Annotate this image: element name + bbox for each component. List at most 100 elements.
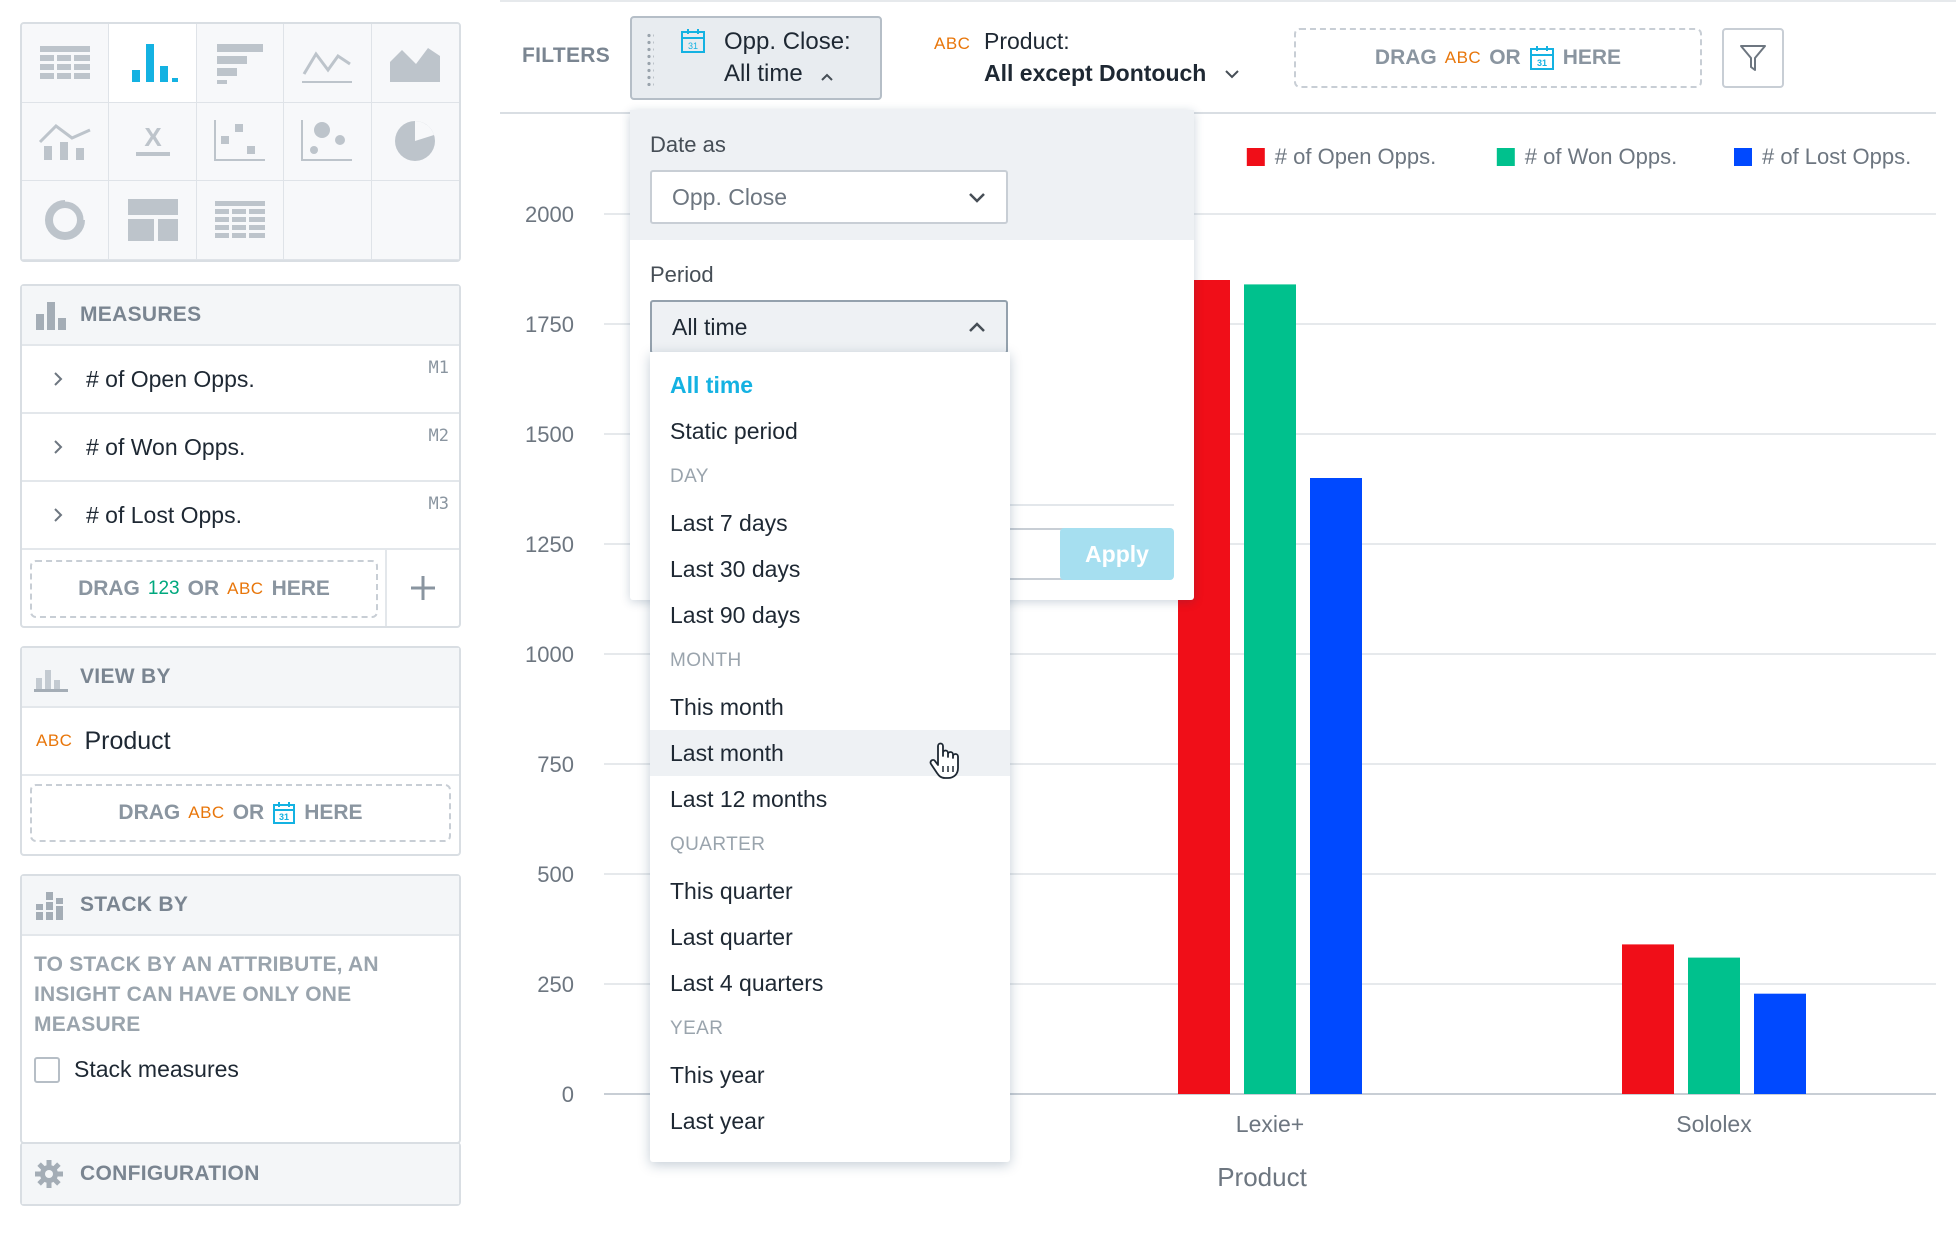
- measure-label: # of Open Opps.: [86, 365, 255, 392]
- top-divider: [500, 0, 1956, 2]
- period-option-last-7-days[interactable]: Last 7 days: [670, 510, 788, 536]
- period-option-all-time[interactable]: All time: [670, 372, 754, 398]
- line-chart-viz-icon[interactable]: [284, 24, 372, 103]
- measure-label: # of Lost Opps.: [86, 501, 242, 528]
- view-by-section: VIEW BY ABC Product DRAG ABC OR 31 HERE: [20, 646, 461, 856]
- view-by-attribute-item[interactable]: ABC Product: [22, 708, 459, 776]
- configuration-header[interactable]: CONFIGURATION: [22, 1144, 459, 1204]
- period-option-last-quarter[interactable]: Last quarter: [670, 924, 793, 950]
- view-by-drop-zone[interactable]: DRAG ABC OR 31 HERE: [30, 784, 451, 842]
- donut-chart-viz-icon[interactable]: [22, 181, 110, 260]
- period-option-static-period[interactable]: Static period: [670, 418, 798, 444]
- scatter-plot-viz-icon[interactable]: [196, 102, 285, 182]
- drag-handle-icon[interactable]: [646, 32, 654, 86]
- measures-title: MEASURES: [80, 303, 202, 326]
- period-group-label: MONTH: [670, 650, 742, 671]
- date-as-select[interactable]: Opp. Close: [650, 170, 1008, 224]
- drop-or-text: OR: [232, 801, 265, 824]
- measure-item-won-opps[interactable]: # of Won Opps. M2: [22, 414, 459, 482]
- bar-chart-viz-icon[interactable]: [196, 24, 285, 103]
- period-group-label: DAY: [670, 466, 709, 487]
- period-option-this-quarter[interactable]: This quarter: [670, 878, 793, 904]
- chevron-right-icon[interactable]: [50, 371, 66, 387]
- calendar-icon: 31: [1529, 46, 1554, 70]
- view-by-header: VIEW BY: [22, 648, 459, 708]
- attribute-type-icon: ABC: [36, 731, 73, 750]
- period-section: Period All time: [630, 240, 1194, 376]
- view-by-icon: [34, 662, 68, 692]
- chevron-right-icon[interactable]: [50, 439, 66, 455]
- chevron-right-icon[interactable]: [50, 507, 66, 523]
- stack-by-body: TO STACK BY AN ATTRIBUTE, AN INSIGHT CAN…: [22, 936, 459, 1097]
- y-tick-label: 500: [537, 862, 574, 887]
- configuration-section[interactable]: CONFIGURATION: [20, 1142, 461, 1206]
- attribute-type-icon: ABC: [227, 579, 264, 598]
- period-option-last-90-days[interactable]: Last 90 days: [670, 602, 801, 628]
- period-option-last-year[interactable]: Last year: [670, 1108, 765, 1134]
- product-filter-title: Product:: [984, 28, 1070, 54]
- y-tick-label: 2000: [525, 202, 574, 227]
- measures-section: MEASURES # of Open Opps. M1 # of Won Opp…: [20, 284, 461, 628]
- legend-label: # of Won Opps.: [1525, 144, 1677, 169]
- measure-item-lost-opps[interactable]: # of Lost Opps. M3: [22, 482, 459, 550]
- date-filter-value: All time: [724, 60, 803, 87]
- legend-label: # of Lost Opps.: [1762, 144, 1911, 169]
- date-filter-button[interactable]: 31 Opp. Close: All time: [630, 16, 882, 100]
- area-chart-viz-icon[interactable]: [371, 24, 459, 103]
- pie-chart-viz-icon[interactable]: [371, 102, 459, 182]
- drop-drag-text: DRAG: [78, 577, 140, 600]
- apply-button[interactable]: Apply: [1060, 528, 1174, 580]
- view-by-attribute-label: Product: [84, 726, 171, 755]
- column-chart-viz-icon[interactable]: [109, 24, 197, 103]
- period-option-this-month[interactable]: This month: [670, 694, 784, 720]
- drop-here-text: HERE: [271, 577, 330, 600]
- y-tick-label: 250: [537, 972, 574, 997]
- measure-item-open-opps[interactable]: # of Open Opps. M1: [22, 346, 459, 414]
- x-tick-label: Sololex: [1676, 1111, 1752, 1137]
- period-select[interactable]: All time: [650, 300, 1008, 354]
- headline-viz-icon[interactable]: X: [109, 102, 197, 182]
- stack-measures-row[interactable]: Stack measures: [34, 1056, 447, 1083]
- stack-by-section: STACK BY TO STACK BY AN ATTRIBUTE, AN IN…: [20, 874, 461, 1144]
- chevron-up-icon: [969, 322, 985, 332]
- heatmap-viz-icon[interactable]: [196, 181, 285, 260]
- measure-tag: M1: [428, 358, 449, 378]
- measure-tag: M3: [428, 494, 449, 514]
- measures-header: MEASURES: [22, 286, 459, 346]
- combo-chart-viz-icon[interactable]: [22, 102, 110, 182]
- bubble-chart-viz-icon[interactable]: [284, 102, 372, 182]
- legend-swatch: [1246, 148, 1265, 166]
- chevron-down-icon: [969, 193, 985, 203]
- bar-sololex-s3: [1754, 993, 1806, 1094]
- product-filter-value: All except Dontouch: [984, 60, 1207, 86]
- period-option-last-12-months[interactable]: Last 12 months: [670, 786, 828, 812]
- drop-here-text: HERE: [304, 801, 363, 824]
- stack-by-note: TO STACK BY AN ATTRIBUTE, AN INSIGHT CAN…: [34, 953, 379, 1036]
- attribute-type-icon: ABC: [1444, 48, 1482, 67]
- period-label: Period: [650, 262, 714, 287]
- period-group-label: YEAR: [670, 1018, 724, 1039]
- add-measure-button[interactable]: [385, 550, 459, 626]
- legend-swatch: [1496, 148, 1515, 166]
- filter-options-button[interactable]: [1722, 28, 1784, 88]
- measures-drop-zone[interactable]: DRAG 123 OR ABC HERE: [30, 560, 378, 618]
- y-tick-label: 1750: [525, 312, 574, 337]
- chart-legend: # of Lost Opps. # of Won Opps. # of Open O…: [1246, 144, 1911, 169]
- table-viz-icon[interactable]: [22, 24, 110, 103]
- period-option-last-30-days[interactable]: Last 30 days: [670, 556, 801, 582]
- date-filter-title: Opp. Close:: [724, 28, 851, 55]
- view-by-title: VIEW BY: [80, 665, 171, 688]
- treemap-viz-icon[interactable]: [109, 181, 197, 260]
- stack-by-header: STACK BY: [22, 876, 459, 936]
- period-option-last-4-quarters[interactable]: Last 4 quarters: [670, 970, 824, 996]
- period-option-this-year[interactable]: This year: [670, 1062, 765, 1088]
- svg-text:31: 31: [1537, 58, 1547, 68]
- x-axis-ticks: LexieLexie+Sololex: [799, 1111, 1753, 1137]
- number-type-icon: 123: [147, 578, 180, 599]
- period-value: All time: [672, 313, 748, 340]
- filter-drop-zone[interactable]: DRAG ABC OR 31 HERE: [1294, 28, 1702, 88]
- stack-measures-checkbox[interactable]: [34, 1056, 60, 1083]
- x-tick-label: Lexie+: [1236, 1111, 1304, 1137]
- chevron-up-icon: [821, 73, 833, 81]
